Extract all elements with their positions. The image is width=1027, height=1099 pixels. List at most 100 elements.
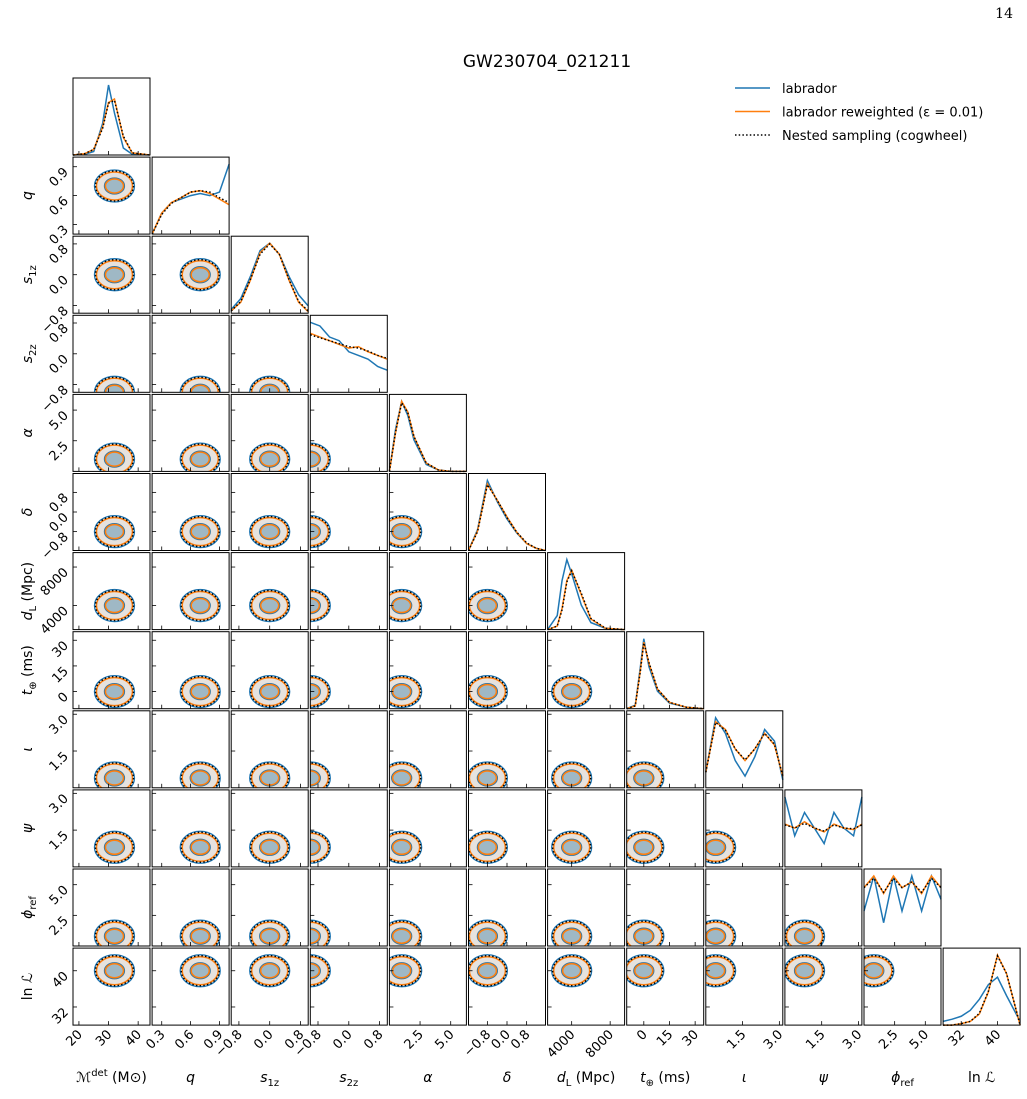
contour	[179, 919, 221, 946]
y-tick-label: 8000	[38, 565, 72, 599]
contour	[389, 955, 422, 987]
contour	[250, 955, 289, 986]
panel-frame	[388, 947, 467, 1026]
y-tick-label: 0.8	[47, 242, 72, 267]
contour	[104, 266, 125, 283]
x-tick-label: 0.0	[251, 1027, 276, 1052]
contour	[477, 839, 498, 856]
contour	[864, 962, 885, 980]
contour	[104, 597, 125, 614]
contour	[476, 596, 499, 615]
contour	[468, 920, 508, 946]
contour	[250, 444, 289, 472]
contour	[389, 762, 422, 788]
label-base: ι	[742, 1070, 747, 1086]
x-tick-label: 0.6	[172, 1027, 197, 1052]
panel-frame	[705, 947, 784, 1026]
contour	[626, 956, 663, 986]
contour	[104, 839, 125, 856]
contours	[310, 514, 331, 549]
contours	[310, 830, 331, 864]
contour	[94, 675, 135, 708]
label-base: d	[20, 611, 36, 620]
contour	[794, 928, 815, 944]
contour	[785, 921, 824, 946]
contours	[310, 761, 331, 788]
contour	[468, 955, 508, 987]
axis-label: q	[186, 1070, 195, 1086]
panel-frame	[942, 947, 1021, 1026]
y-tick-label: 0.9	[47, 165, 72, 190]
y-tick-label: 15	[50, 664, 72, 686]
contour	[249, 954, 290, 987]
y-tick-label: 40	[50, 969, 72, 991]
contour	[561, 962, 582, 979]
contour	[259, 838, 281, 856]
panel-frame	[388, 393, 467, 472]
x-tick-label: 5.0	[432, 1027, 457, 1052]
contour	[259, 683, 280, 700]
contours	[93, 919, 136, 946]
contour	[705, 832, 735, 863]
marginal-curve	[310, 334, 388, 360]
contour	[391, 838, 413, 856]
contour	[259, 522, 281, 541]
label-base: s	[20, 277, 36, 284]
panel-frame	[72, 631, 151, 710]
y-tick-label: 2.5	[47, 914, 72, 939]
contour	[705, 839, 726, 856]
x-tick-label: 30	[680, 1027, 702, 1049]
marginal-curve	[72, 97, 151, 156]
panel-frame	[784, 947, 863, 1026]
contour	[310, 443, 331, 472]
panel-frame	[863, 868, 942, 947]
contour	[180, 762, 220, 788]
label-base: ψ	[819, 1070, 829, 1086]
panel-frame	[388, 552, 467, 631]
axis-label: ι	[742, 1070, 747, 1086]
contours	[93, 375, 136, 393]
contours	[468, 830, 509, 864]
contour	[705, 927, 727, 945]
contour	[310, 589, 331, 622]
marginal-curve	[151, 163, 230, 235]
contour	[250, 832, 289, 863]
contour	[179, 588, 221, 623]
contour	[250, 516, 289, 547]
contour	[633, 962, 655, 980]
contour	[189, 266, 211, 284]
contours	[389, 588, 423, 623]
axis-label: ln ℒ	[20, 973, 36, 1000]
contour	[310, 451, 321, 467]
contour	[95, 171, 134, 201]
contour	[389, 588, 423, 623]
panel-frame	[72, 947, 151, 1026]
contour	[468, 590, 507, 621]
marginal-curve	[151, 189, 230, 235]
contour	[190, 523, 210, 540]
contour	[389, 920, 422, 946]
label-unit: (ms)	[654, 1070, 690, 1086]
contour	[389, 516, 421, 547]
legend-label: labrador reweighted (ε = 0.01)	[782, 106, 983, 121]
marginal-curve	[547, 568, 625, 631]
y-tick-label: 0.0	[47, 352, 72, 377]
axis-label: ι	[20, 747, 36, 752]
contour	[190, 683, 210, 700]
x-tick-label: 40	[982, 1027, 1004, 1049]
contour	[249, 831, 290, 864]
panel-frame	[626, 710, 705, 789]
panel-frame	[72, 393, 151, 472]
contour	[249, 589, 290, 622]
label-sub: 1z	[268, 1078, 280, 1089]
contours	[468, 919, 509, 946]
contour	[310, 839, 321, 856]
label-sub: L	[566, 1078, 572, 1089]
x-tick-label: 3.0	[840, 1027, 865, 1052]
label-base: ℳ	[76, 1070, 91, 1086]
contours	[551, 674, 593, 709]
contour	[705, 921, 735, 946]
contour	[249, 954, 291, 988]
contour	[468, 831, 508, 864]
label-base: t	[20, 689, 36, 695]
